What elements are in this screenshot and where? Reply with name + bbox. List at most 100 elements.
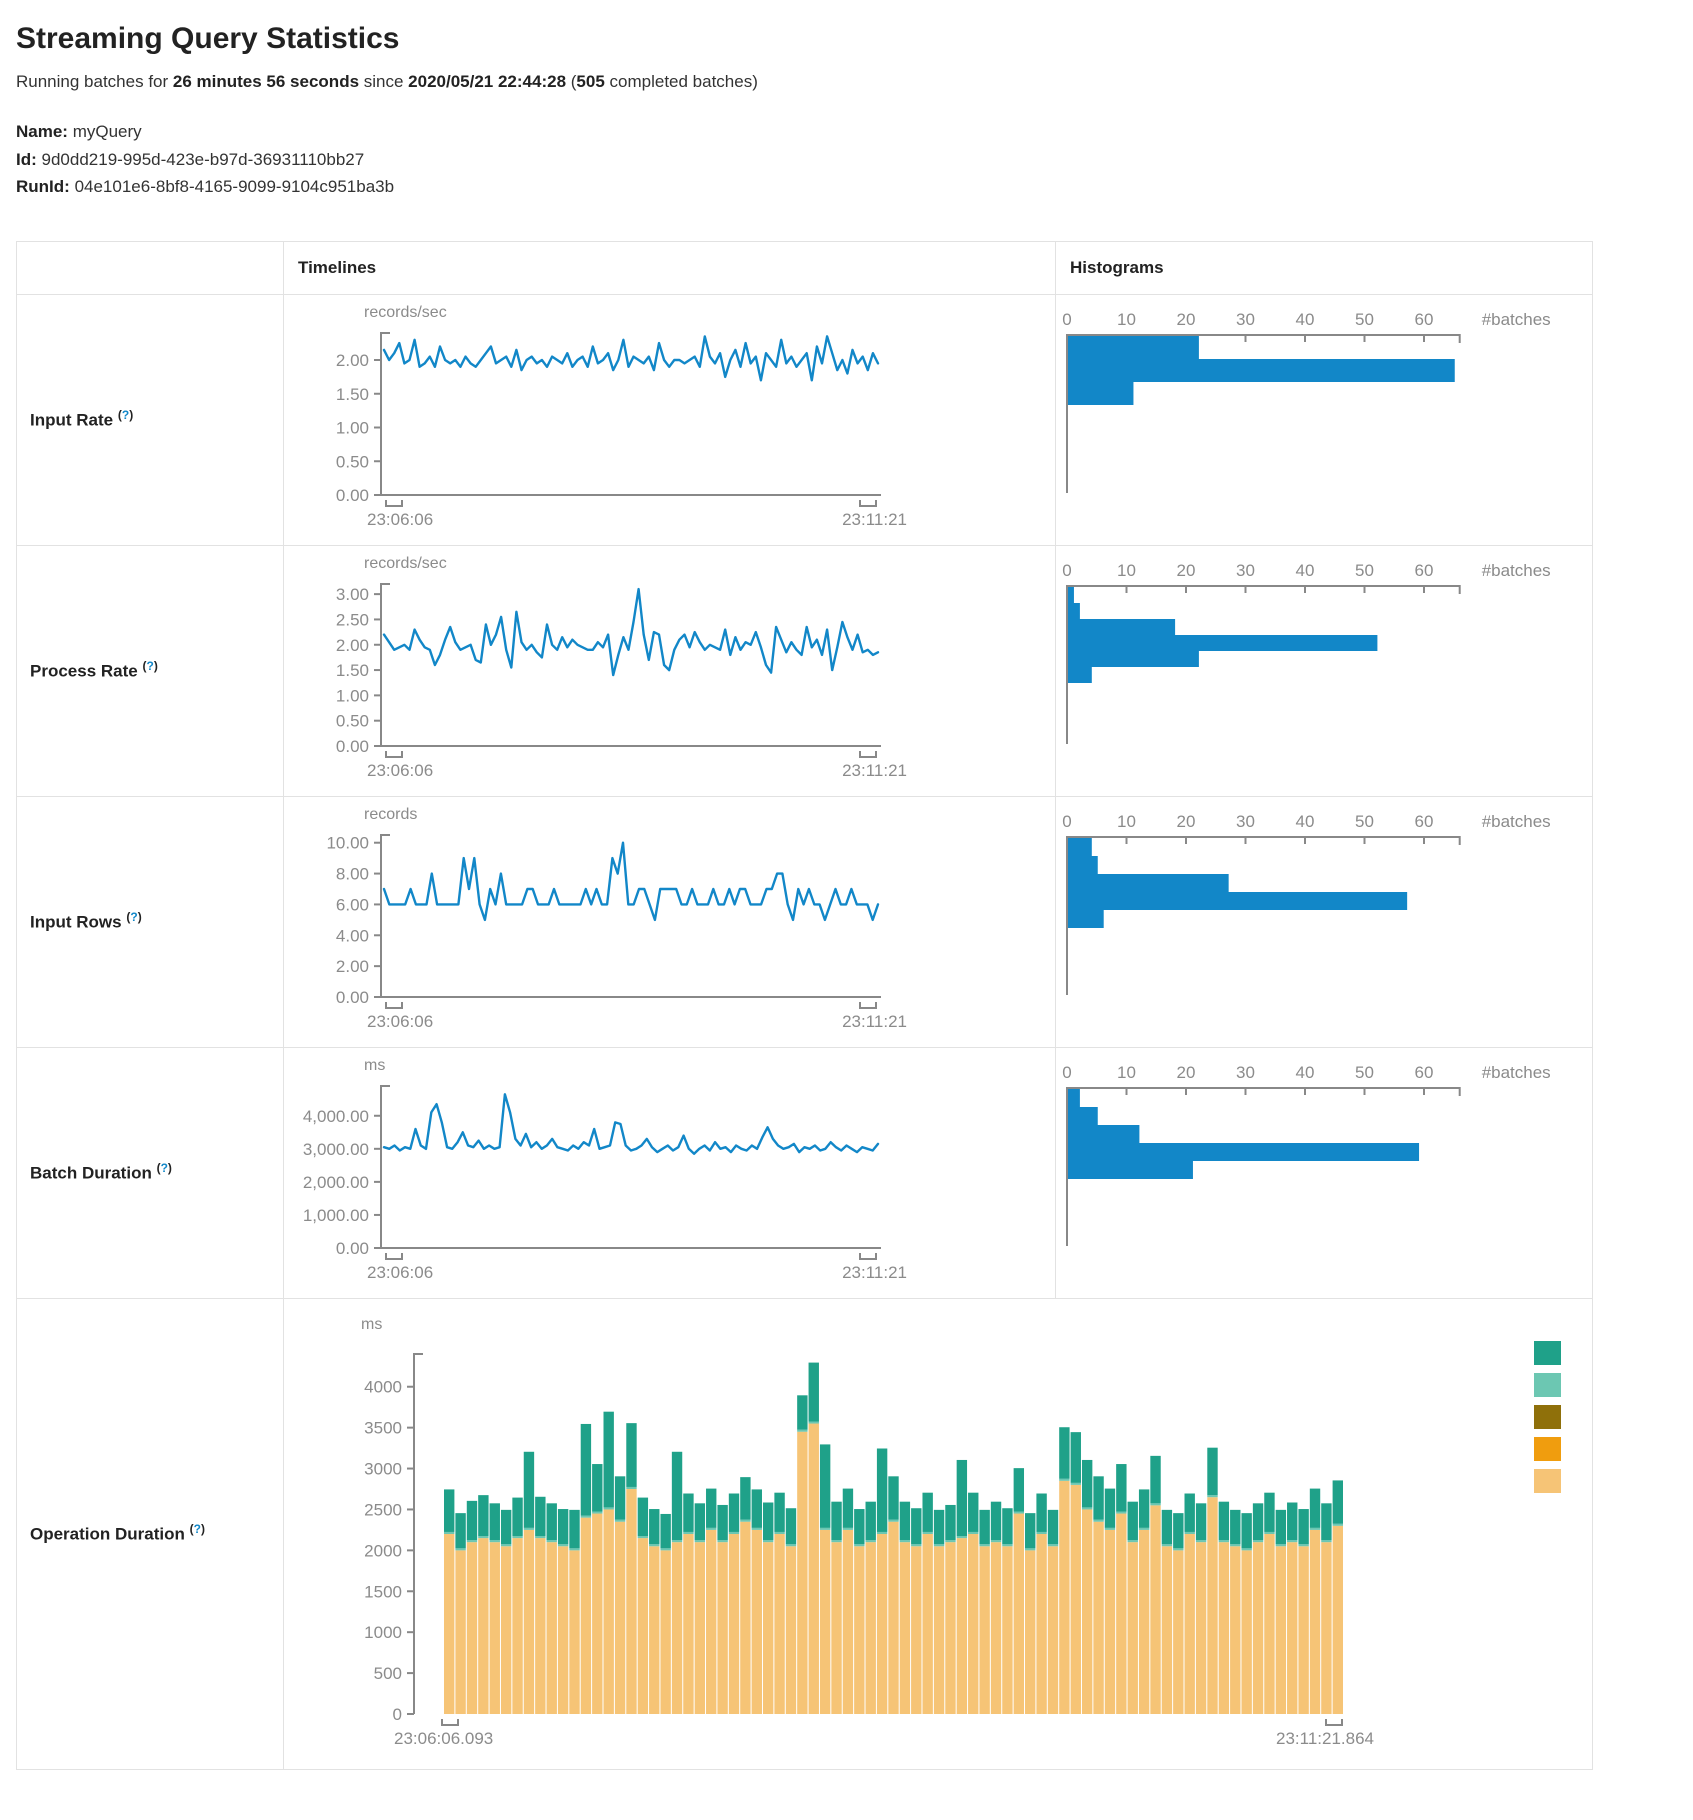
- operation-duration-row: Operation Duration (?) ms 0 500 1000 1500 200…: [16, 1297, 1593, 1770]
- svg-text:1000: 1000: [364, 1623, 402, 1642]
- start-time: 2020/05/21 22:44:28: [408, 72, 567, 91]
- svg-text:2,000.00: 2,000.00: [303, 1172, 369, 1191]
- svg-text:2.00: 2.00: [336, 957, 369, 976]
- operation-duration-stacked-chart: ms 0 500 1000 1500 2000 2500 3000 3500 4000 23:06:…: [283, 1297, 1593, 1770]
- svg-text:records: records: [364, 806, 417, 823]
- svg-text:1,000.00: 1,000.00: [303, 1206, 369, 1225]
- query-runid-row: RunId: 04e101e6-8bf8-4165-9099-9104c951b…: [16, 173, 1677, 201]
- statistics-table: Timelines Histograms Input Rate (?) reco…: [16, 240, 1593, 1770]
- svg-text:40: 40: [1296, 812, 1315, 831]
- svg-text:30: 30: [1236, 1063, 1255, 1082]
- process-rate-help-icon[interactable]: (?): [142, 659, 158, 674]
- svg-text:50: 50: [1355, 561, 1374, 580]
- svg-text:ms: ms: [364, 1057, 385, 1074]
- svg-text:30: 30: [1236, 310, 1255, 329]
- summary-suffix: completed batches): [604, 72, 758, 91]
- runid-label: RunId:: [16, 177, 70, 197]
- svg-text:2.00: 2.00: [336, 635, 369, 654]
- svg-text:0.00: 0.00: [336, 486, 369, 505]
- process-rate-timeline-chart: records/sec 0.00 0.50 1.00 1.50 2.00 2.50 3.00 2…: [283, 544, 1056, 797]
- running-duration: 26 minutes 56 seconds: [172, 72, 360, 91]
- running-summary: Running batches for 26 minutes 56 second…: [16, 72, 1677, 92]
- svg-text:60: 60: [1415, 310, 1434, 329]
- svg-text:0: 0: [393, 1705, 402, 1724]
- svg-text:40: 40: [1296, 561, 1315, 580]
- svg-text:4.00: 4.00: [336, 926, 369, 945]
- svg-text:1.00: 1.00: [336, 686, 369, 705]
- query-metadata: Name: myQuery Id: 9d0dd219-995d-423e-b97…: [16, 118, 1677, 201]
- process-rate-histogram-chart: 0 10 20 30 40 50 60 #batches: [1055, 544, 1593, 797]
- svg-text:records/sec: records/sec: [364, 555, 447, 572]
- operation-duration-label-cell: Operation Duration (?): [16, 1297, 284, 1770]
- svg-text:#batches: #batches: [1482, 1063, 1551, 1082]
- header-empty: [16, 240, 284, 295]
- svg-text:0.00: 0.00: [336, 988, 369, 1007]
- svg-text:0.00: 0.00: [336, 1239, 369, 1258]
- batch-duration-row: Batch Duration (?) ms 0.00 1,000.00 2,000.0…: [16, 1046, 1593, 1299]
- name-label: Name:: [16, 122, 68, 141]
- svg-text:20: 20: [1177, 310, 1196, 329]
- batch-duration-histogram-chart: 0 10 20 30 40 50 60 #batches: [1055, 1046, 1593, 1299]
- svg-text:23:06:06: 23:06:06: [367, 1012, 433, 1031]
- svg-text:4,000.00: 4,000.00: [303, 1106, 369, 1125]
- svg-text:0: 0: [1062, 812, 1071, 831]
- svg-text:50: 50: [1355, 812, 1374, 831]
- svg-text:2.50: 2.50: [336, 610, 369, 629]
- input-rows-label: Input Rows: [30, 912, 122, 932]
- svg-text:records/sec: records/sec: [364, 304, 447, 321]
- summary-paren: (: [566, 72, 577, 91]
- svg-text:4000: 4000: [364, 1377, 402, 1396]
- svg-text:0: 0: [1062, 1063, 1071, 1082]
- process-rate-label: Process Rate: [30, 661, 138, 681]
- svg-text:40: 40: [1296, 1063, 1315, 1082]
- operation-duration-label: Operation Duration: [30, 1524, 185, 1544]
- svg-text:1500: 1500: [364, 1582, 402, 1601]
- query-name-row: Name: myQuery: [16, 118, 1677, 146]
- svg-text:0.50: 0.50: [336, 452, 369, 471]
- operation-duration-help-icon[interactable]: (?): [189, 1522, 205, 1537]
- input-rows-label-cell: Input Rows (?): [16, 795, 284, 1048]
- input-rate-label: Input Rate: [30, 410, 114, 430]
- query-id-row: Id: 9d0dd219-995d-423e-b97d-36931110bb27: [16, 146, 1677, 174]
- batch-duration-label: Batch Duration: [30, 1163, 152, 1183]
- completed-batch-count: 505: [576, 72, 605, 91]
- svg-text:500: 500: [374, 1664, 402, 1683]
- header-timelines: Timelines: [283, 240, 1056, 295]
- svg-text:2500: 2500: [364, 1500, 402, 1519]
- input-rows-histogram-chart: 0 10 20 30 40 50 60 #batches: [1055, 795, 1593, 1048]
- svg-text:23:11:21: 23:11:21: [842, 510, 907, 529]
- batch-duration-label-cell: Batch Duration (?): [16, 1046, 284, 1299]
- svg-text:10: 10: [1117, 310, 1136, 329]
- svg-text:0: 0: [1062, 310, 1071, 329]
- svg-text:#batches: #batches: [1482, 561, 1551, 580]
- batch-duration-help-icon[interactable]: (?): [156, 1161, 172, 1176]
- svg-text:3,000.00: 3,000.00: [303, 1139, 369, 1158]
- svg-text:10: 10: [1117, 561, 1136, 580]
- summary-mid: since: [359, 72, 409, 91]
- svg-text:6.00: 6.00: [336, 895, 369, 914]
- svg-text:#batches: #batches: [1482, 310, 1551, 329]
- svg-text:60: 60: [1415, 1063, 1434, 1082]
- svg-text:10: 10: [1117, 1063, 1136, 1082]
- svg-text:2.00: 2.00: [336, 351, 369, 370]
- svg-text:#batches: #batches: [1482, 812, 1551, 831]
- input-rate-help-icon[interactable]: (?): [117, 408, 134, 423]
- svg-text:1.00: 1.00: [336, 418, 369, 437]
- svg-text:ms: ms: [361, 1316, 382, 1333]
- process-rate-row: Process Rate (?) records/sec 0.00 0.50 1.00…: [16, 544, 1593, 797]
- svg-text:20: 20: [1177, 561, 1196, 580]
- svg-text:30: 30: [1236, 561, 1255, 580]
- svg-text:20: 20: [1177, 1063, 1196, 1082]
- svg-text:23:06:06.093: 23:06:06.093: [394, 1729, 493, 1748]
- svg-text:23:11:21: 23:11:21: [842, 1263, 907, 1282]
- summary-prefix: Running batches for: [16, 72, 173, 91]
- svg-text:3.00: 3.00: [336, 585, 369, 604]
- svg-text:8.00: 8.00: [336, 864, 369, 883]
- table-header-row: Timelines Histograms: [16, 240, 1593, 295]
- input-rows-timeline-chart: records 0.00 2.00 4.00 6.00 8.00 10.00 23:06:06…: [283, 795, 1056, 1048]
- input-rows-help-icon[interactable]: (?): [126, 910, 142, 925]
- page-title: Streaming Query Statistics: [16, 22, 400, 55]
- svg-text:2000: 2000: [364, 1541, 402, 1560]
- svg-text:23:06:06: 23:06:06: [367, 761, 433, 780]
- input-rate-timeline-chart: records/sec 0.00 0.50 1.00 1.50 2.00 23:06:06 2…: [283, 293, 1056, 546]
